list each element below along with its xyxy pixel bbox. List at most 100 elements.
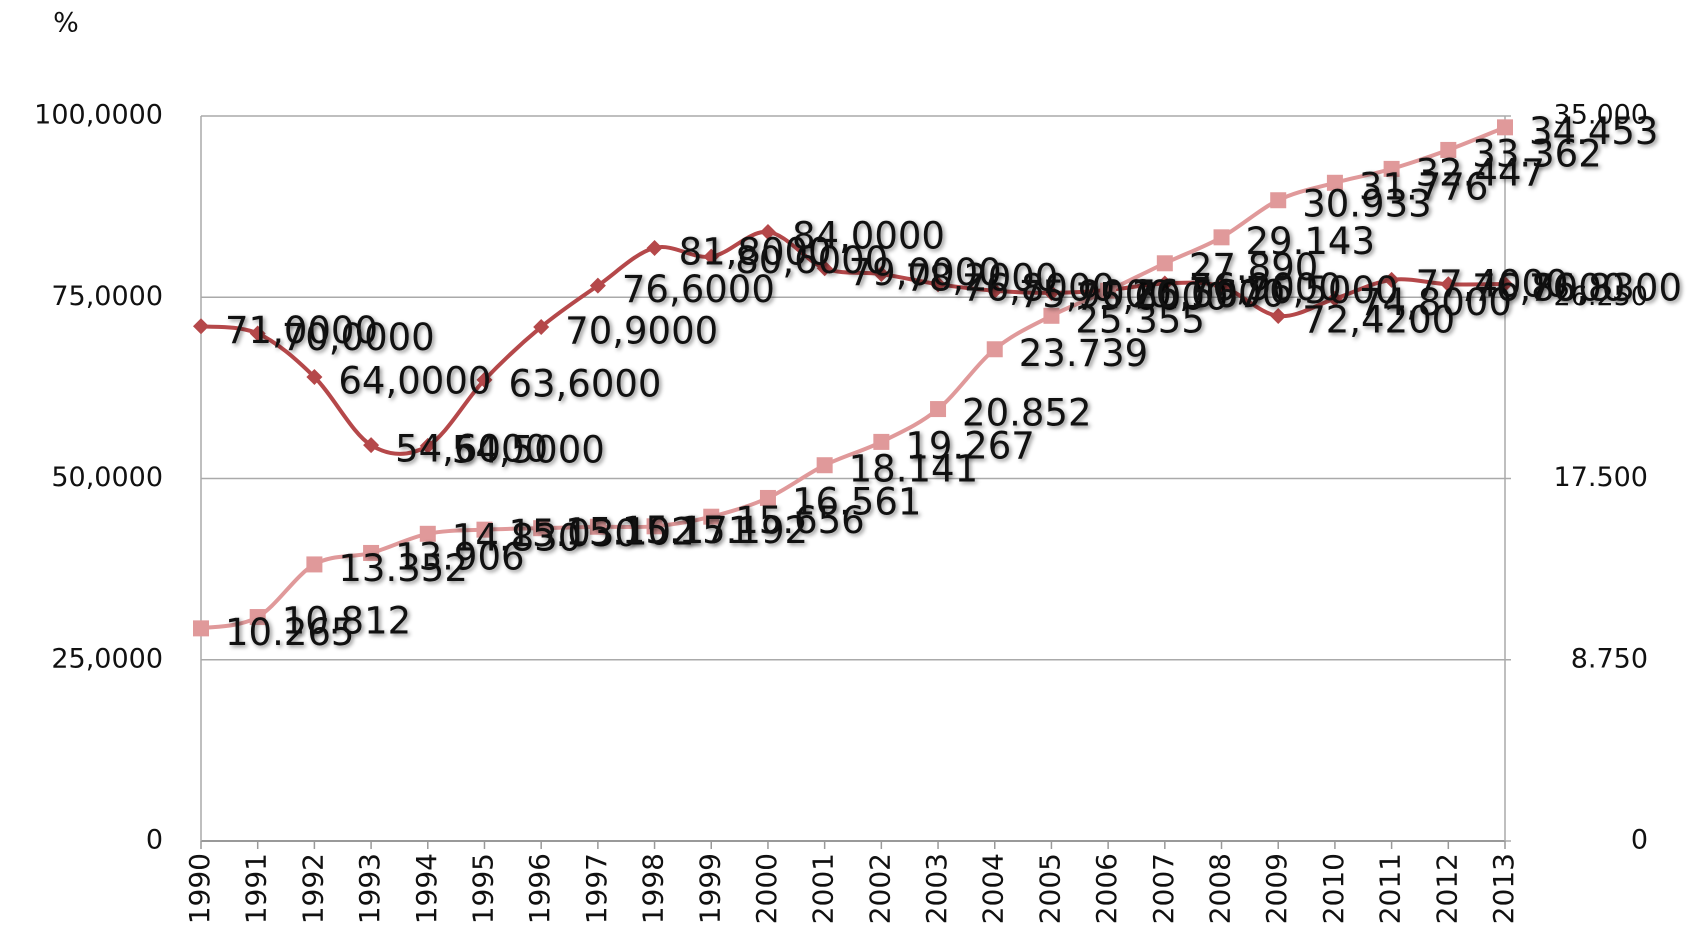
data-label: 13.352 [338,547,467,590]
marker [1326,174,1343,191]
marker [759,489,776,506]
marker [1270,192,1287,209]
marker [1326,290,1343,307]
data-label: 34.453 [1529,110,1658,153]
marker [589,518,606,535]
y-tick-label: 25,0000 [51,643,163,674]
marker [873,266,890,283]
data-label: 19.267 [905,424,1034,467]
data-label: 20.852 [962,392,1091,435]
marker [419,525,436,542]
marker [533,318,550,335]
data-label: 16.561 [792,480,921,523]
marker [873,433,890,450]
data-label: 15.030 [508,512,637,555]
x-tick-label: 2010 [1317,853,1350,924]
marker [1383,160,1400,177]
data-label: 63,6000 [508,362,661,405]
data-label: 31.776 [1359,165,1488,208]
marker [1043,307,1060,324]
x-tick-label: 1997 [580,853,613,924]
marker [589,277,606,294]
y-axis-label: % [53,8,79,39]
data-label: 23.739 [1019,332,1148,375]
x-tick-label: 2005 [1033,853,1066,924]
data-label: 15.171 [622,509,751,552]
data-label: 33.362 [1472,132,1601,175]
x-tick-label: 2001 [807,853,840,924]
marker [363,437,380,454]
data-label: 54,6000 [395,428,548,471]
marker [759,224,776,240]
x-tick-label: 1990 [183,853,216,924]
marker [249,609,266,626]
data-label: 76,6000 [622,268,775,311]
marker [930,401,947,418]
data-label: 54,5000 [452,428,605,471]
y2-tick-label: 8.750 [1571,643,1648,674]
data-label: 81,8000 [679,230,832,273]
data-label: 79,0000 [849,251,1002,294]
x-tick-label: 1999 [693,853,726,924]
data-label: 76,0000 [1132,273,1285,316]
data-label: 15.656 [735,499,864,542]
data-label: 15.192 [679,509,808,552]
x-tick-label: 2007 [1147,853,1180,924]
x-tick-label: 1994 [410,853,443,924]
marker [419,437,436,454]
marker [1440,141,1457,158]
y2-tick-label: 17.500 [1554,462,1648,493]
y2-tick-label: 26.250 [1554,281,1648,312]
marker [1156,275,1173,292]
data-label: 76,5000 [1246,269,1399,312]
marker [476,371,493,388]
data-label: 26.567 [1132,273,1261,316]
data-label: 15.102 [565,511,694,554]
y2-tick-label: 0 [1631,825,1648,856]
data-label: 84,0000 [792,215,945,258]
data-label: 75,6000 [1075,275,1228,318]
marker [1213,229,1230,246]
x-tick-label: 1996 [523,853,556,924]
marker [306,369,323,385]
marker [1440,276,1457,293]
x-tick-label: 2004 [977,853,1010,924]
marker [1156,255,1173,272]
data-label: 80,6000 [735,239,888,282]
marker [703,508,720,525]
x-tick-label: 2013 [1487,853,1520,924]
x-tick-label: 1992 [296,853,329,924]
x-tick-label: 1993 [353,853,386,924]
marker [363,544,380,561]
y-tick-label: 0 [146,825,163,856]
data-label: 25.355 [1075,298,1204,341]
x-tick-label: 1995 [466,853,499,924]
x-tick-label: 2006 [1090,853,1123,924]
x-tick-label: 2008 [1204,853,1237,924]
marker [249,325,266,342]
marker [1213,278,1230,295]
data-label: 74,8000 [1359,281,1512,324]
marker [930,276,947,293]
y2-tick-label: 35.000 [1554,100,1648,131]
data-label: 18.141 [849,448,978,491]
data-label: 77,4000 [1416,262,1569,305]
x-tick-label: 1991 [240,853,273,924]
y-tick-label: 75,0000 [51,281,163,312]
marker [1497,275,1513,292]
marker [646,518,663,535]
data-label: 13.906 [395,535,524,578]
marker [193,318,209,335]
marker [986,341,1003,358]
data-label: 32.447 [1416,151,1545,194]
data-label: 75,9000 [1019,273,1172,316]
x-tick-label: 2011 [1374,853,1407,924]
marker [703,248,720,265]
data-label: 29.143 [1246,220,1375,263]
marker [986,282,1003,299]
marker [306,556,323,573]
marker [1497,119,1513,136]
marker [816,260,833,277]
data-label: 76,8000 [962,267,1115,310]
